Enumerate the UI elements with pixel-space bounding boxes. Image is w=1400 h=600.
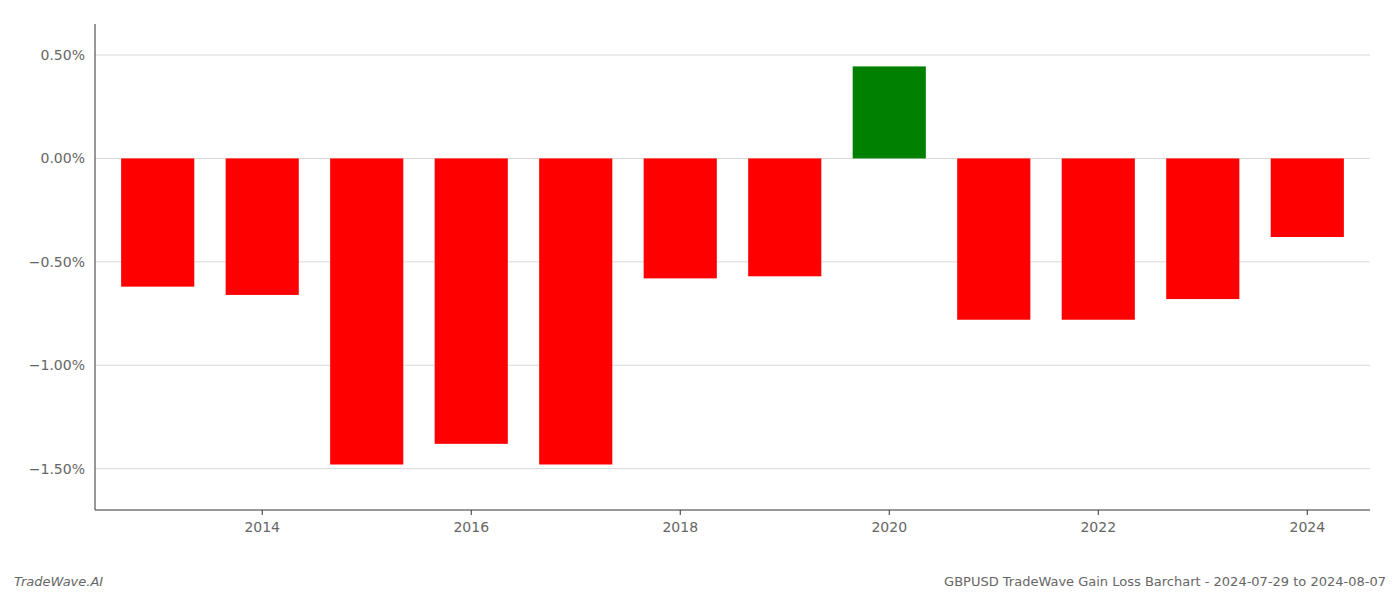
- bar: [330, 158, 403, 464]
- x-tick: [1307, 510, 1308, 515]
- bar: [644, 158, 717, 278]
- x-tick-label: 2018: [662, 519, 698, 535]
- bar: [1271, 158, 1344, 237]
- x-tick-label: 2016: [453, 519, 489, 535]
- x-ticks: 2014 2016 2018 2020 2022 2024: [244, 510, 1325, 535]
- grid-line: [95, 468, 1370, 469]
- bar: [1166, 158, 1239, 299]
- bar: [539, 158, 612, 464]
- y-axis-line: [95, 24, 96, 510]
- y-tick-label: 0.50%: [41, 47, 85, 63]
- bar: [435, 158, 508, 443]
- x-tick-label: 2024: [1289, 519, 1325, 535]
- y-tick-labels: 0.50% 0.00% −0.50% −1.00% −1.50%: [29, 47, 85, 477]
- x-tick: [889, 510, 890, 515]
- bar: [748, 158, 821, 276]
- bar: [226, 158, 299, 294]
- bars: [121, 66, 1344, 464]
- x-axis-line: [95, 510, 1370, 511]
- chart-svg: 0.50% 0.00% −0.50% −1.00% −1.50% 2014 2016 2018…: [0, 0, 1400, 600]
- background: [0, 0, 1400, 600]
- grid-line: [95, 55, 1370, 56]
- bar: [121, 158, 194, 286]
- x-tick-label: 2022: [1080, 519, 1116, 535]
- bar: [853, 66, 926, 158]
- x-tick: [1098, 510, 1099, 515]
- chart-title: GBPUSD TradeWave Gain Loss Barchart - 20…: [944, 574, 1386, 589]
- y-tick-label: −1.50%: [29, 461, 85, 477]
- x-tick-label: 2020: [871, 519, 907, 535]
- bar: [1062, 158, 1135, 319]
- x-tick: [680, 510, 681, 515]
- y-grid: [95, 55, 1370, 469]
- x-tick: [471, 510, 472, 515]
- grid-line: [95, 365, 1370, 366]
- y-tick-label: −1.00%: [29, 357, 85, 373]
- watermark: TradeWave.AI: [14, 574, 103, 589]
- x-tick-label: 2014: [244, 519, 280, 535]
- y-tick-label: 0.00%: [41, 150, 85, 166]
- bar: [957, 158, 1030, 319]
- x-tick: [262, 510, 263, 515]
- chart-container: 0.50% 0.00% −0.50% −1.00% −1.50% 2014 2016 2018…: [0, 0, 1400, 600]
- y-tick-label: −0.50%: [29, 254, 85, 270]
